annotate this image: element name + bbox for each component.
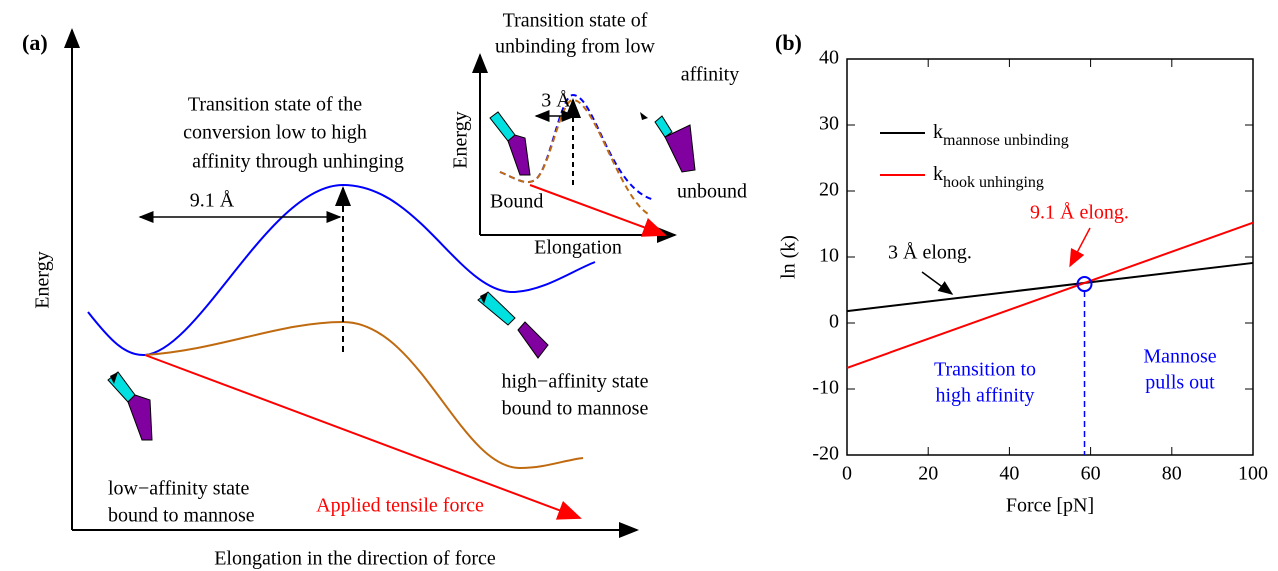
x-tick-label: 80 bbox=[1162, 463, 1182, 485]
x-tick-label: 40 bbox=[999, 463, 1019, 485]
legend-subscript: mannose unbinding bbox=[943, 132, 1069, 149]
y-tick-label: -20 bbox=[812, 443, 839, 465]
annotation-arrow bbox=[921, 271, 954, 295]
state-label: bound to mannose bbox=[502, 398, 649, 420]
legend-label: kmannose unbinding bbox=[933, 121, 1069, 149]
annotation: Mannose bbox=[1143, 346, 1216, 368]
state-label: bound to mannose bbox=[108, 505, 255, 527]
y-axis-label: ln (k) bbox=[778, 235, 800, 279]
force-label: Applied tensile force bbox=[316, 495, 484, 517]
x-tick-label: 0 bbox=[842, 463, 852, 485]
y-tick-label: 40 bbox=[819, 47, 839, 69]
y-tick-label: 10 bbox=[819, 245, 839, 267]
x-tick-label: 20 bbox=[918, 463, 938, 485]
inset-x-label: Elongation bbox=[534, 237, 622, 259]
x-axis-label: Force [pN] bbox=[1006, 495, 1094, 517]
inset-distance: 3 Å bbox=[541, 90, 571, 112]
state-label: low−affinity state bbox=[108, 478, 250, 500]
x-label: Elongation in the direction of force bbox=[214, 548, 496, 570]
brown-curve bbox=[144, 320, 584, 470]
x-tick-label: 100 bbox=[1238, 463, 1268, 485]
x-tick-label: 60 bbox=[1081, 463, 1101, 485]
inset-label: unbound bbox=[677, 181, 747, 203]
molecule-icon bbox=[107, 371, 153, 441]
y-tick-label: 0 bbox=[829, 311, 839, 333]
annotation: 3 Å elong. bbox=[888, 242, 972, 264]
series-line bbox=[846, 261, 1254, 313]
inset-title: unbinding from low bbox=[495, 36, 656, 58]
legend-name: k bbox=[933, 163, 943, 185]
force-arrow bbox=[144, 354, 582, 520]
ts-title: conversion low to high bbox=[183, 122, 367, 144]
annotation: 9.1 Å elong. bbox=[1030, 202, 1129, 224]
y-tick-label: 20 bbox=[819, 179, 839, 201]
legend-subscript: hook unhinging bbox=[943, 174, 1044, 191]
panel-b: (b) -20 -10 0 10 20 30 40 0 20 40 60 80 100 Force [pN]… bbox=[775, 30, 1268, 517]
inset: Transition state of unbinding from low a… bbox=[450, 10, 747, 259]
ts-title: Transition state of the bbox=[188, 94, 362, 116]
blue-curve bbox=[87, 183, 596, 357]
legend-name: k bbox=[933, 121, 943, 143]
inset-label: Bound bbox=[490, 191, 543, 213]
annotation: Transition to bbox=[934, 359, 1036, 381]
panel-label: (a) bbox=[22, 30, 48, 55]
y-tick-label: 30 bbox=[819, 113, 839, 135]
inset-title: Transition state of bbox=[503, 10, 648, 32]
molecule-icon bbox=[477, 291, 549, 359]
inset-y-label: Energy bbox=[450, 111, 472, 168]
panel-a: (a) Transition state of the conversion l… bbox=[22, 10, 747, 570]
y-label: Energy bbox=[32, 251, 54, 308]
y-tick-label: -10 bbox=[812, 377, 839, 399]
annotation-arrow bbox=[1069, 227, 1091, 268]
ts-title: affinity through unhinging bbox=[192, 151, 404, 173]
crossing-point bbox=[1076, 276, 1093, 293]
annotation: high affinity bbox=[935, 385, 1034, 407]
annotation: pulls out bbox=[1145, 372, 1215, 394]
state-label: high−affinity state bbox=[502, 371, 649, 393]
legend-label: khook unhinging bbox=[933, 163, 1044, 191]
panel-label: (b) bbox=[775, 30, 802, 55]
inset-title: affinity bbox=[681, 64, 740, 86]
distance-label: 9.1 Å bbox=[190, 190, 235, 212]
series-line bbox=[846, 221, 1254, 369]
